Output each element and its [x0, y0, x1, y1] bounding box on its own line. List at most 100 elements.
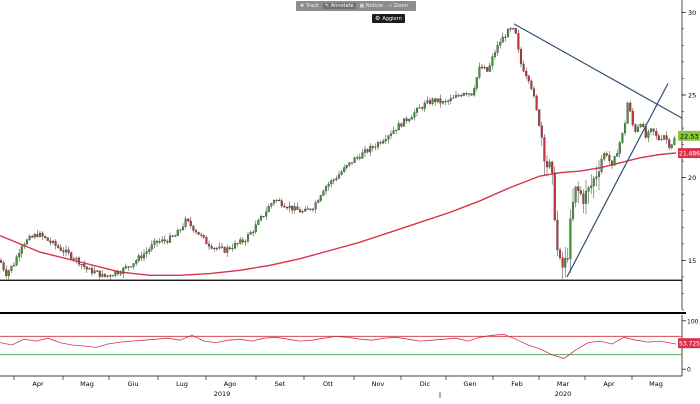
candle-body	[392, 130, 395, 134]
candle-body	[179, 229, 182, 231]
chart-toolbar: ✚ Track ✎ Annotate ▦ Notizie ⌕ Zoom	[296, 1, 416, 11]
candle-body	[582, 193, 585, 204]
candle-body	[124, 266, 127, 269]
candle-body	[54, 241, 57, 246]
candle-body	[626, 102, 629, 124]
candle-body	[215, 247, 218, 250]
candle-body	[5, 269, 8, 276]
candle-body	[434, 98, 437, 102]
candle-body	[504, 36, 507, 38]
rsi-value-tag: 53.7259	[678, 338, 700, 349]
candle-body	[366, 149, 369, 153]
candle-body	[353, 157, 356, 163]
month-label: Lug	[176, 380, 188, 388]
candle-body	[231, 248, 234, 250]
candle-body	[551, 161, 554, 173]
candle-body	[475, 77, 478, 89]
candle-body	[441, 101, 445, 104]
candle-body	[595, 176, 598, 179]
candle-body	[155, 240, 159, 243]
track-button[interactable]: ✚ Track	[300, 3, 319, 9]
candle-body	[254, 224, 257, 233]
zoom-button[interactable]: ⌕ Zoom	[389, 3, 408, 9]
candle-body	[590, 185, 593, 188]
candle-body	[70, 252, 73, 259]
candle-body	[93, 270, 96, 274]
candle-body	[111, 275, 114, 277]
rsi-value-label: 53.7259	[679, 341, 700, 348]
candle-body	[613, 156, 616, 166]
candle-body	[592, 178, 595, 187]
candle-body	[324, 186, 328, 192]
candle-body	[486, 67, 489, 72]
gear-icon: ⚙	[375, 15, 381, 22]
refresh-button[interactable]: ⚙ Aggiorn	[372, 14, 405, 23]
candle-body	[579, 190, 582, 194]
candle-body	[306, 208, 309, 210]
candle-body	[132, 263, 135, 267]
candle-body	[384, 139, 387, 142]
candle-body	[283, 205, 286, 208]
rsi-tick-label: 0	[687, 367, 691, 374]
time-axis: Apr Mag Giu Lug Ago Set Ott Nov Dic Gen Feb Mar Apr M…	[13, 376, 663, 398]
candle-body	[270, 203, 273, 207]
candle-body	[85, 266, 88, 270]
candle-body	[51, 241, 55, 243]
candle-body	[267, 206, 270, 212]
candle-body	[241, 239, 244, 243]
candle-body	[408, 119, 411, 122]
candle-body	[483, 67, 486, 69]
candle-body	[462, 93, 465, 96]
candle-body	[246, 234, 250, 242]
candle-body	[223, 247, 226, 253]
news-button[interactable]: ▦ Notizie	[359, 3, 384, 9]
candle-body	[330, 180, 333, 185]
candle-body	[540, 125, 543, 138]
candle-body	[673, 137, 676, 145]
annotate-button[interactable]: ✎ Annotate	[322, 3, 356, 9]
candle-body	[189, 220, 192, 227]
candle-body	[67, 249, 70, 253]
candle-body	[20, 246, 23, 254]
candle-body	[296, 206, 299, 210]
candle-body	[512, 28, 515, 30]
candle-body	[96, 270, 99, 272]
candle-body	[413, 112, 416, 118]
candle-body	[374, 146, 377, 148]
candle-body	[33, 234, 36, 238]
candle-body	[493, 52, 497, 57]
price-tick-label: 30	[688, 9, 696, 17]
candle-body	[649, 128, 653, 132]
candle-body	[343, 167, 346, 172]
candle-body	[233, 243, 237, 249]
candle-body	[426, 100, 429, 104]
last-price-label: 22.53	[680, 132, 699, 140]
candle-body	[197, 231, 200, 235]
candle-body	[140, 255, 143, 259]
candle-body	[116, 271, 120, 275]
candle-body	[106, 275, 109, 277]
candle-body	[439, 98, 442, 104]
candle-body	[538, 109, 541, 126]
month-label: Mag	[649, 380, 663, 388]
candle-body	[639, 124, 642, 128]
candle-body	[480, 66, 484, 69]
candle-body	[657, 135, 660, 140]
candle-body	[236, 243, 239, 245]
candle-body	[452, 97, 455, 99]
candle-body	[600, 158, 603, 172]
candle-body	[301, 211, 304, 213]
candle-body	[345, 165, 348, 168]
candle-body	[0, 260, 3, 263]
month-label: Mar	[557, 380, 570, 388]
candle-body	[389, 133, 393, 136]
candle-body	[98, 270, 101, 277]
candle-body	[569, 218, 572, 259]
candle-body	[135, 260, 138, 264]
month-label: Ott	[323, 380, 334, 388]
candle-body	[228, 247, 231, 250]
candle-body	[506, 29, 510, 38]
last-price-tag-bg	[678, 130, 700, 141]
